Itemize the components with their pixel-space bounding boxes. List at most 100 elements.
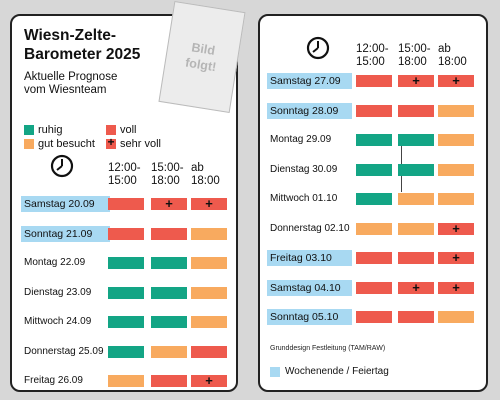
plus-icon: + xyxy=(165,196,173,211)
level-cell xyxy=(398,134,434,146)
level-cell xyxy=(151,257,187,269)
level-cell xyxy=(191,257,227,269)
plus-icon: + xyxy=(452,250,460,265)
level-cell xyxy=(398,193,434,205)
legend-swatch xyxy=(106,125,116,135)
level-cell: + xyxy=(438,220,474,236)
legend-label: sehr voll xyxy=(120,138,161,150)
time-header: 15:00- 18:00 xyxy=(398,43,431,68)
legend-swatch: + xyxy=(106,135,116,149)
level-cell xyxy=(356,134,392,146)
barometer-subtitle: Aktuelle Prognose vom Wiesnteam xyxy=(24,71,118,96)
plus-icon: + xyxy=(412,279,420,295)
level-cell xyxy=(438,134,474,146)
level-cell xyxy=(438,193,474,205)
weekend-legend-label: Wochenende / Feiertag xyxy=(285,366,389,377)
plus-icon: + xyxy=(452,73,460,88)
legend-item: gut besucht xyxy=(24,138,95,150)
time-header: ab 18:00 xyxy=(191,162,220,187)
level-cell xyxy=(108,257,144,269)
time-header: ab 18:00 xyxy=(438,43,467,68)
clock-icon xyxy=(50,154,74,178)
barometer-card-right: 12:00- 15:00 15:00- 18:00 ab 18:00 Samstag… xyxy=(258,14,488,392)
level-cell xyxy=(191,345,227,358)
level-cell xyxy=(356,104,392,117)
level-cell xyxy=(356,193,392,205)
day-label: Sonntag 28.09 xyxy=(267,102,352,119)
level-cell xyxy=(398,163,434,176)
level-cell: + xyxy=(438,279,474,295)
level-cell xyxy=(108,316,144,328)
level-cell xyxy=(356,222,392,235)
level-cell xyxy=(438,163,474,176)
time-header: 15:00- 18:00 xyxy=(151,162,184,187)
level-cell: + xyxy=(191,196,227,211)
plus-icon: + xyxy=(452,220,460,236)
column-divider xyxy=(401,134,402,192)
level-cell xyxy=(108,286,144,299)
day-label: Sonntag 05.10 xyxy=(267,309,352,325)
legend-item: ruhig xyxy=(24,124,62,136)
level-cell xyxy=(191,227,227,240)
day-label: Dienstag 23.09 xyxy=(24,286,92,298)
day-label: Donnerstag 02.10 xyxy=(270,222,350,234)
level-cell xyxy=(398,222,434,235)
legend-item: + sehr voll xyxy=(106,135,161,150)
level-cell: + xyxy=(398,73,434,88)
day-label: Montag 22.09 xyxy=(24,257,86,268)
level-cell: + xyxy=(438,73,474,88)
level-cell xyxy=(151,286,187,299)
legend-label: voll xyxy=(120,124,137,136)
day-label: Freitag 03.10 xyxy=(267,250,352,266)
level-cell xyxy=(438,104,474,117)
level-cell: + xyxy=(191,373,227,388)
weekend-swatch xyxy=(270,366,280,377)
time-header: 12:00- 15:00 xyxy=(356,43,389,68)
day-label: Mittwoch 01.10 xyxy=(270,193,338,204)
day-label: Mittwoch 24.09 xyxy=(24,316,92,327)
day-label: Samstag 04.10 xyxy=(267,279,352,296)
time-header: 12:00- 15:00 xyxy=(108,162,141,187)
weekend-legend: Wochenende / Feiertag xyxy=(270,366,389,377)
day-label: Montag 29.09 xyxy=(270,134,332,145)
photo-placeholder-label: Bild folgt! xyxy=(184,40,218,75)
level-cell xyxy=(191,286,227,299)
plus-icon: + xyxy=(205,196,213,211)
level-cell xyxy=(151,316,187,328)
legend-label: ruhig xyxy=(38,124,63,136)
legend-label: gut besucht xyxy=(38,138,95,150)
day-label: Dienstag 30.09 xyxy=(270,163,338,175)
legend-swatch xyxy=(24,139,34,149)
level-cell xyxy=(356,252,392,264)
legend-swatch xyxy=(24,125,34,135)
level-cell xyxy=(151,345,187,358)
level-cell: + xyxy=(398,279,434,295)
level-cell xyxy=(108,227,144,240)
level-cell xyxy=(108,345,144,358)
level-cell xyxy=(356,163,392,176)
plus-icon: + xyxy=(107,135,115,149)
plus-icon: + xyxy=(205,373,213,388)
plus-icon: + xyxy=(412,73,420,88)
barometer-title: Wiesn-Zelte- Barometer 2025 xyxy=(24,27,141,63)
day-label: Donnerstag 25.09 xyxy=(24,345,104,357)
level-cell xyxy=(398,104,434,117)
level-cell: + xyxy=(151,196,187,211)
day-label: Sonntag 21.09 xyxy=(21,225,110,242)
level-cell xyxy=(108,375,144,387)
day-label: Samstag 27.09 xyxy=(267,73,352,89)
level-cell xyxy=(151,227,187,240)
level-cell xyxy=(191,316,227,328)
legend-item: voll xyxy=(106,124,137,136)
level-cell xyxy=(356,75,392,87)
level-cell xyxy=(398,252,434,264)
plus-icon: + xyxy=(452,279,460,295)
clock-icon xyxy=(306,36,330,60)
level-cell xyxy=(356,281,392,294)
day-label: Samstag 20.09 xyxy=(21,196,110,212)
footer-note: Grunddesign Festleitung (TAM/RAW) xyxy=(270,345,386,352)
level-cell xyxy=(356,311,392,323)
level-cell xyxy=(108,198,144,210)
level-cell xyxy=(398,311,434,323)
level-cell xyxy=(151,375,187,387)
